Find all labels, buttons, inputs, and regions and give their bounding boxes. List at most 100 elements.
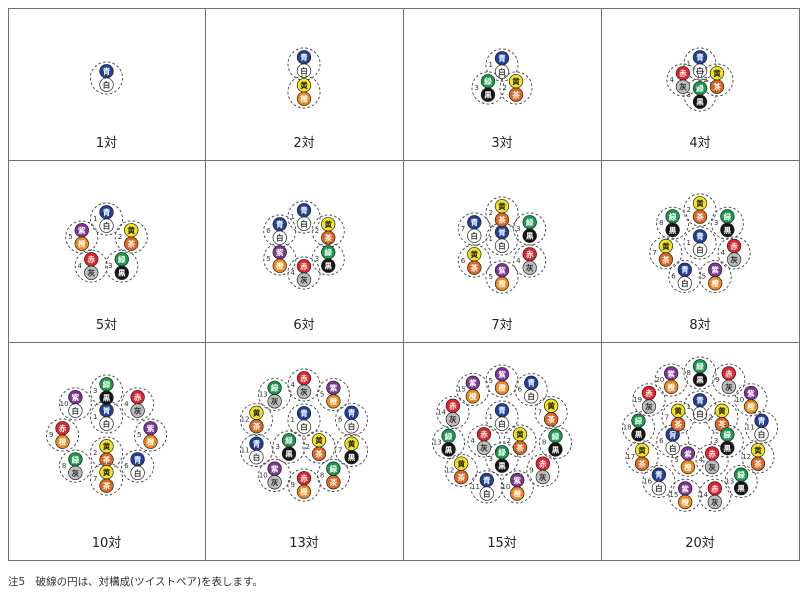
wire-color-label: 黄 xyxy=(516,429,524,439)
wire-color-label: 茶 xyxy=(753,459,762,469)
pair-number: 11 xyxy=(471,483,480,491)
pair-dashed-circle xyxy=(263,214,297,248)
wire-circle xyxy=(704,459,720,475)
twisted-pair: 青白1 xyxy=(683,47,717,81)
pair-dashed-circle xyxy=(698,478,732,512)
wire-color-label: 灰 xyxy=(271,477,279,487)
pair-dashed-circle xyxy=(457,244,491,278)
wire-color-label: 緑 xyxy=(526,217,534,227)
pair-dashed-circle xyxy=(683,78,717,112)
pair-number: 7 xyxy=(461,225,465,233)
pair-number: 1 xyxy=(686,403,690,411)
diagram-cell: 青白 1対 xyxy=(8,8,206,161)
wire-color-label: 灰 xyxy=(645,401,653,411)
pair-dashed-circle xyxy=(74,249,108,283)
wire-color-label: 白 xyxy=(471,231,479,241)
wire-color-label: 黒 xyxy=(484,90,492,100)
wire-color-label: 紫 xyxy=(684,448,692,458)
wire-color-label: 灰 xyxy=(708,462,716,472)
wire-color-label: 紫 xyxy=(72,392,80,402)
wire-color-label: 青 xyxy=(253,439,261,449)
twisted-pair: 青白1 xyxy=(287,403,321,437)
wire-color-label: 灰 xyxy=(271,396,279,406)
wire-color-label: 赤 xyxy=(711,483,719,493)
wire-color-label: 灰 xyxy=(539,472,547,482)
twisted-pair: 緑黒3 xyxy=(105,249,139,283)
pair-number: 2 xyxy=(703,76,707,84)
twisted-pair: 黄茶2 xyxy=(705,401,739,435)
wire-color-label: 青 xyxy=(300,52,308,62)
wire-circle xyxy=(311,446,327,461)
cell-caption: 7対 xyxy=(491,318,512,333)
pair-dashed-circle xyxy=(436,396,470,430)
twisted-pair: 緑黒8 xyxy=(656,206,690,240)
wire-color-label: 白 xyxy=(696,409,704,419)
cell-border xyxy=(601,342,800,561)
pair-dashed-circle xyxy=(485,260,519,294)
pair-number: 3 xyxy=(108,262,112,270)
wire-color-label: 緑 xyxy=(552,431,560,441)
wire-circle xyxy=(344,419,359,434)
pair-number: 5 xyxy=(68,233,72,241)
wire-color-label: 青 xyxy=(696,231,704,241)
wire-color-label: 黒 xyxy=(724,443,732,453)
wire-circle xyxy=(535,469,550,485)
pair-number: 15 xyxy=(669,491,678,499)
wire-color-label: 青 xyxy=(276,219,284,229)
wire-color-label: 青 xyxy=(103,405,111,415)
pair-dashed-circle xyxy=(632,383,666,417)
pair-number: 6 xyxy=(518,386,523,394)
wire-color-label: 茶 xyxy=(470,263,479,273)
twisted-pair: 赤橙9 xyxy=(46,418,79,452)
wire-color-label: 赤 xyxy=(708,448,716,458)
twisted-pair: 紫橙5 xyxy=(263,242,297,276)
wire-color-label: 茶 xyxy=(515,443,524,453)
pair-number: 2 xyxy=(686,206,690,214)
wire-color-label: 白 xyxy=(681,278,689,288)
pair-dashed-circle xyxy=(46,418,79,452)
wire-color-label: 黒 xyxy=(696,375,704,385)
wire-color-label: 赤 xyxy=(725,368,733,378)
wire-color-label: 灰 xyxy=(480,443,488,453)
pair-dashed-circle xyxy=(89,400,123,434)
twisted-pair: 緑黒8 xyxy=(683,356,717,390)
twisted-pair: 緑茶8 xyxy=(316,458,350,492)
wire-circle xyxy=(114,265,129,280)
wire-circle xyxy=(494,458,510,473)
wire-color-label: 紫 xyxy=(681,483,689,493)
wire-circle xyxy=(249,419,264,434)
pair-number: 5 xyxy=(674,456,678,464)
wire-circle xyxy=(99,77,114,92)
twisted-pair: 黄茶7 xyxy=(661,401,695,435)
wire-color-label: 黒 xyxy=(696,97,704,107)
pair-dashed-circle xyxy=(513,212,547,246)
wire-color-label: 緑 xyxy=(324,247,332,257)
wire-circle xyxy=(68,403,83,418)
wire-color-label: 白 xyxy=(103,221,111,231)
wire-color-label: 青 xyxy=(681,265,689,275)
wire-color-label: 白 xyxy=(300,422,308,432)
wire-color-label: 赤 xyxy=(539,459,547,469)
wire-color-label: 紫 xyxy=(330,383,338,393)
wire-color-label: 青 xyxy=(300,408,308,418)
wire-circle xyxy=(445,412,461,427)
cell-caption: 3対 xyxy=(491,136,512,151)
wire-color-label: 黄 xyxy=(103,467,111,477)
footnote: 注5 破線の円は、対構成(ツイストペア)を表します。 xyxy=(8,576,264,588)
twisted-pair: 紫橙5 xyxy=(698,260,732,294)
wire-circle xyxy=(709,79,725,94)
pair-dashed-circle xyxy=(432,426,466,460)
wire-circle xyxy=(692,372,708,387)
pair-number: 4 xyxy=(470,437,475,445)
twisted-pair: 黄茶2 xyxy=(311,214,345,248)
pair-number: 7 xyxy=(93,475,97,483)
pair-number: 3 xyxy=(275,443,279,451)
wire-circle xyxy=(267,475,282,490)
wire-color-label: 白 xyxy=(696,66,704,76)
wire-circle xyxy=(465,389,480,404)
twisted-pair: 緑黒3 xyxy=(272,430,306,464)
pair-number: 12 xyxy=(445,466,454,474)
